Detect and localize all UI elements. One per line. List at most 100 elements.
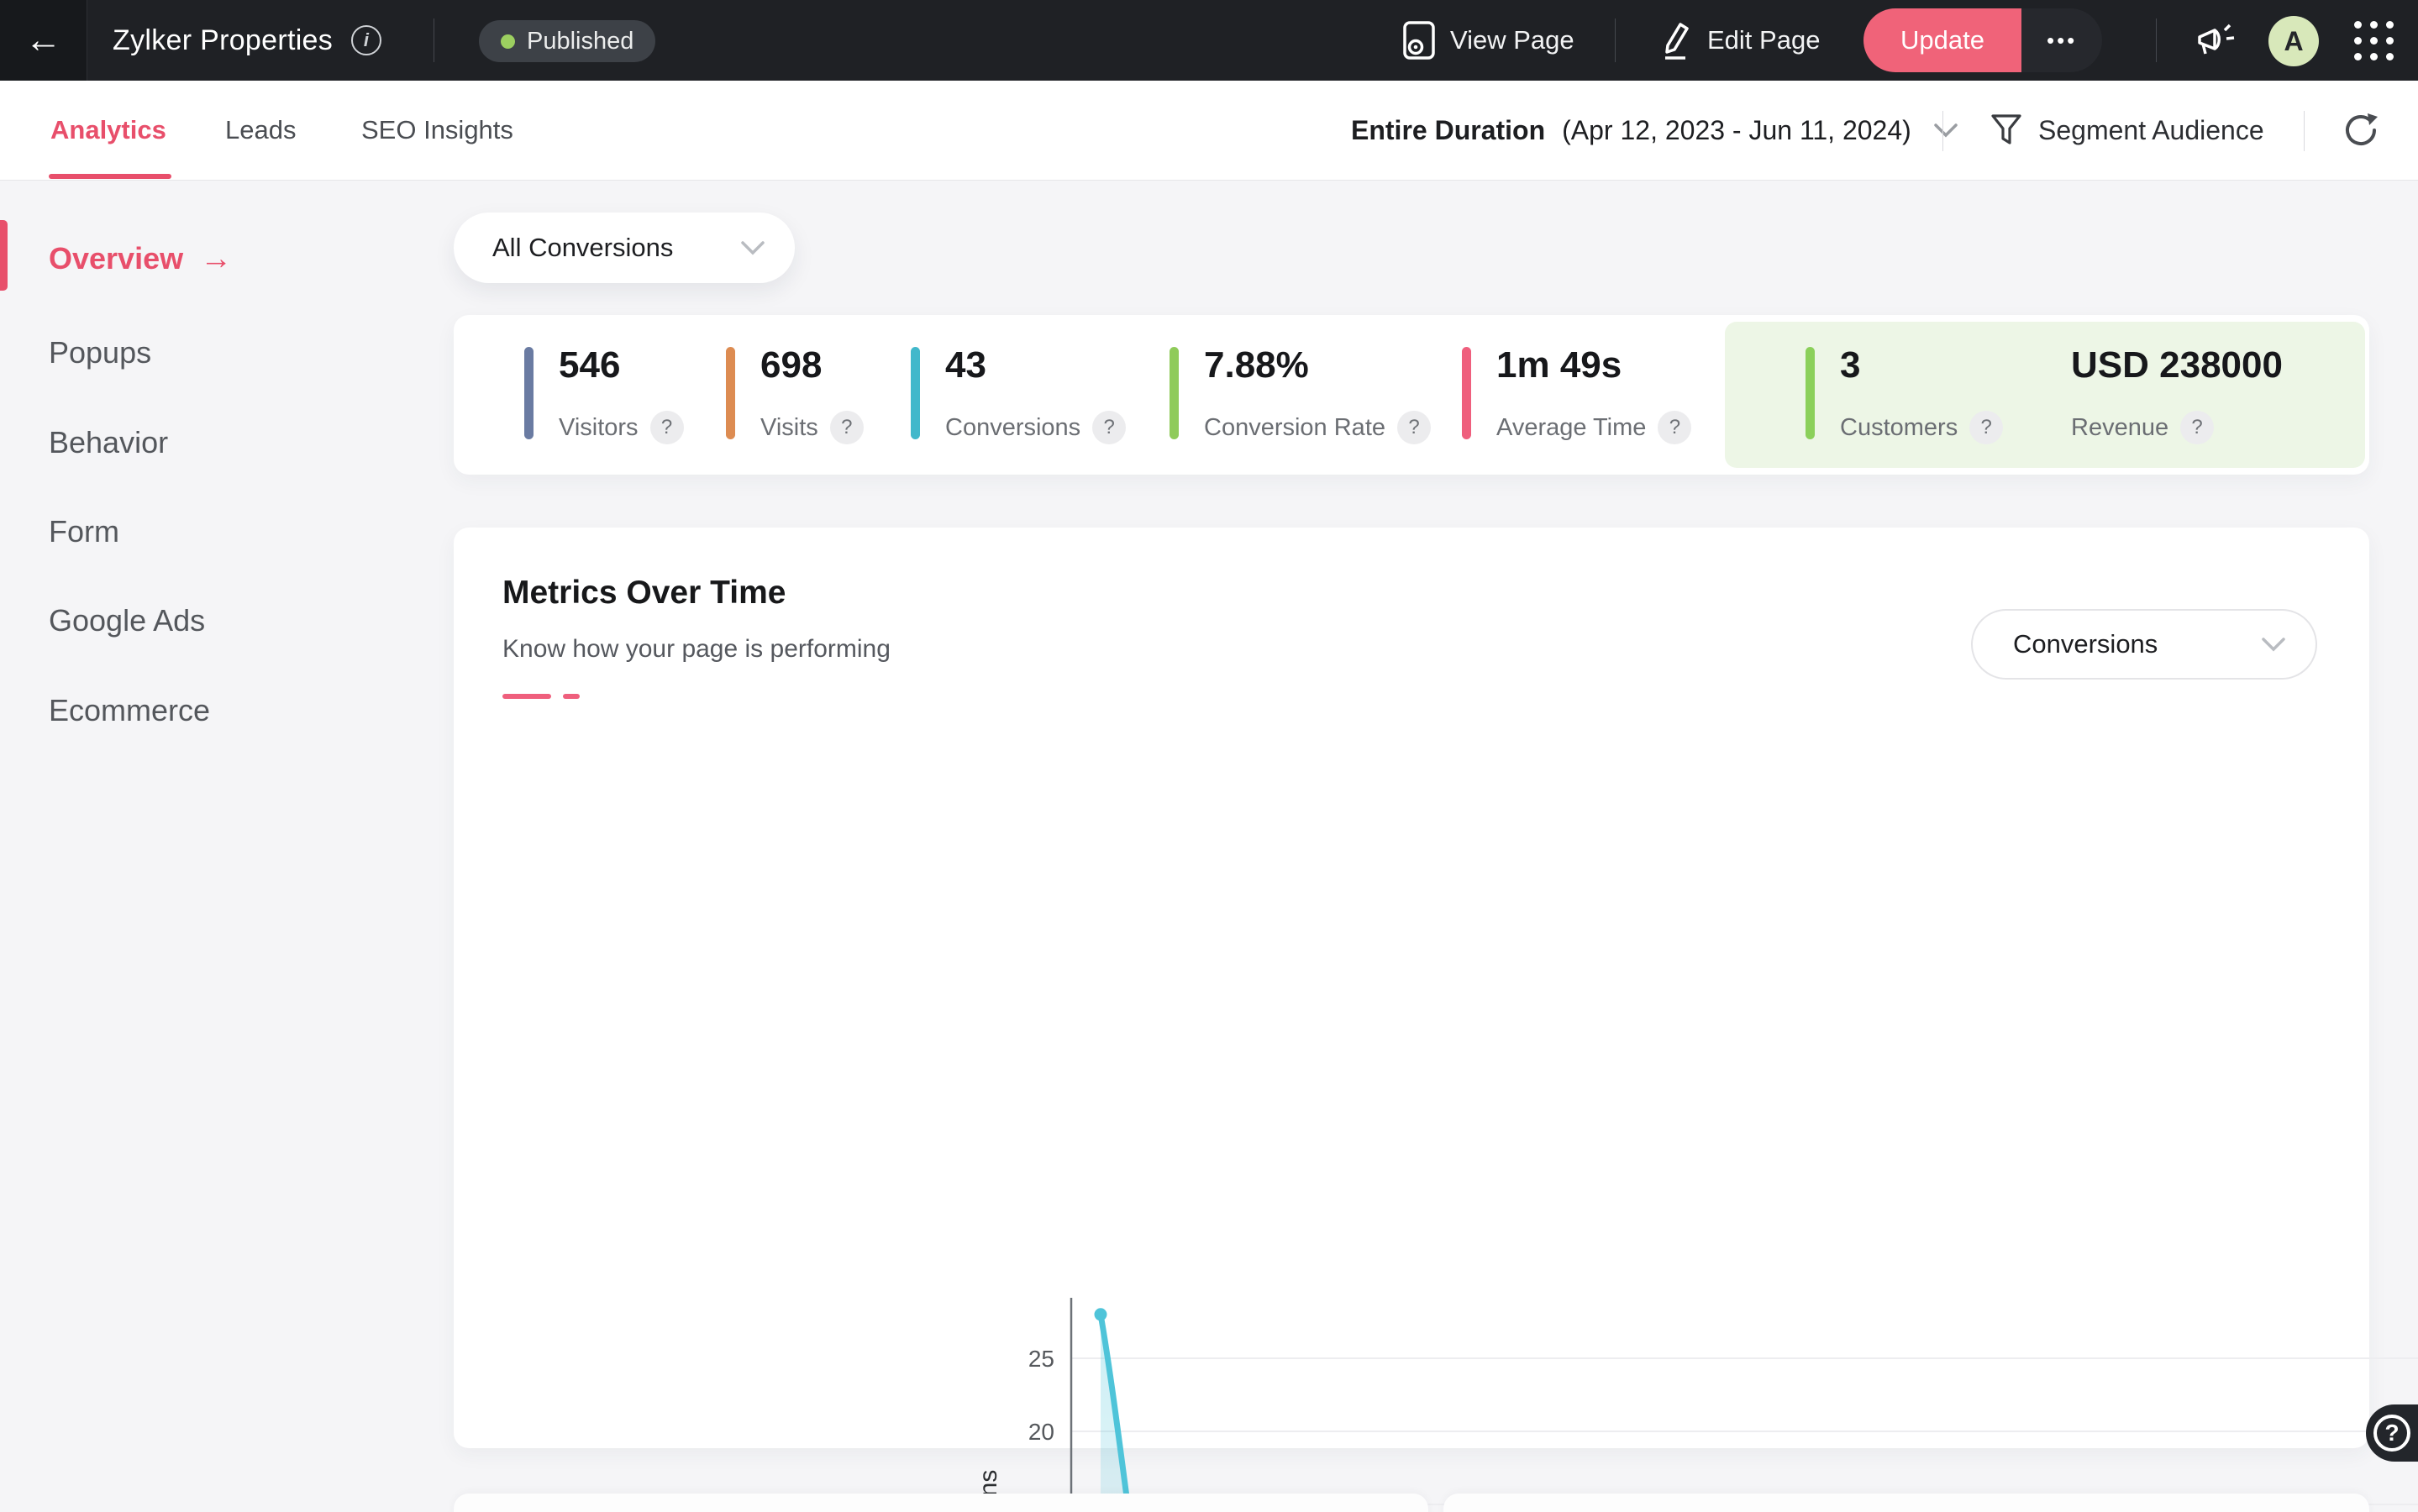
stat-color-bar bbox=[726, 347, 735, 439]
status-text: Published bbox=[527, 28, 633, 55]
page-title: Zylker Properties bbox=[113, 24, 333, 57]
topbar-divider bbox=[2156, 18, 2157, 62]
status-badge: Published bbox=[479, 20, 655, 62]
topbar-divider bbox=[1615, 18, 1616, 62]
stat-value: 546 bbox=[559, 347, 684, 384]
sidebar-item-form[interactable]: Form bbox=[49, 508, 119, 555]
segment-audience-button[interactable]: Segment Audience bbox=[1990, 81, 2264, 180]
stat-color-bar bbox=[1170, 347, 1179, 439]
help-badge[interactable]: ? bbox=[1969, 411, 2003, 444]
sidebar-item-popups[interactable]: Popups bbox=[49, 329, 151, 376]
active-tab-underline bbox=[49, 174, 171, 179]
update-button[interactable]: Update bbox=[1863, 8, 2021, 72]
stat-average-time: 1m 49s Average Time ? bbox=[1462, 347, 1691, 444]
info-icon[interactable]: i bbox=[351, 25, 381, 55]
stat-label: Conversions bbox=[945, 414, 1080, 442]
tab-analytics[interactable]: Analytics bbox=[50, 81, 166, 180]
stat-color-bar bbox=[911, 347, 920, 439]
line-chart-svg: 051015202512-Apr-23 11:0425-Apr-23 15:04… bbox=[958, 1288, 2418, 1512]
edit-page-button[interactable]: Edit Page bbox=[1657, 0, 1820, 81]
stat-value: 698 bbox=[760, 347, 864, 384]
question-mark-icon: ? bbox=[2373, 1415, 2410, 1452]
stat-visitors: 546 Visitors ? bbox=[524, 347, 684, 444]
sidebar-item-google-ads[interactable]: Google Ads bbox=[49, 597, 205, 644]
title-accent-dash bbox=[502, 694, 551, 699]
help-badge[interactable]: ? bbox=[2180, 411, 2214, 444]
view-page-button[interactable]: View Page bbox=[1401, 0, 1574, 81]
edit-pencil-icon bbox=[1657, 20, 1694, 60]
app-grid-icon[interactable] bbox=[2354, 21, 2394, 61]
chevron-down-icon bbox=[1932, 121, 1960, 139]
view-page-label: View Page bbox=[1450, 25, 1574, 55]
chevron-down-icon bbox=[739, 239, 766, 256]
sidebar-item-overview[interactable]: Overview → bbox=[49, 235, 232, 282]
avatar[interactable]: A bbox=[2268, 16, 2319, 66]
tabbar-divider bbox=[2304, 111, 2305, 151]
stat-color-bar bbox=[1806, 347, 1815, 439]
arrow-right-icon: → bbox=[200, 241, 232, 277]
title-accent-dash bbox=[563, 694, 580, 699]
help-button[interactable]: ? bbox=[2366, 1404, 2418, 1462]
metrics-title: Metrics Over Time bbox=[502, 575, 786, 612]
stat-value: 7.88% bbox=[1204, 347, 1431, 384]
help-badge[interactable]: ? bbox=[650, 411, 684, 444]
top-bar: ← Zylker Properties i Published View Pag… bbox=[0, 0, 2418, 81]
conversions-filter-dropdown[interactable]: All Conversions bbox=[454, 213, 795, 283]
more-options-button[interactable]: ••• bbox=[2021, 8, 2102, 72]
stats-summary-card: 546 Visitors ? 698 Visits ? 43 Conversio… bbox=[454, 315, 2369, 475]
stat-value: USD 238000 bbox=[2071, 347, 2283, 384]
tab-seo-insights[interactable]: SEO Insights bbox=[361, 81, 513, 180]
tab-leads[interactable]: Leads bbox=[225, 81, 296, 180]
duration-label: Entire Duration bbox=[1351, 115, 1545, 146]
help-badge[interactable]: ? bbox=[830, 411, 864, 444]
duration-selector[interactable]: Entire Duration (Apr 12, 2023 - Jun 11, … bbox=[1351, 81, 1960, 180]
stat-value: 1m 49s bbox=[1496, 347, 1691, 384]
back-arrow-icon: ← bbox=[25, 19, 62, 61]
funnel-icon bbox=[1990, 113, 2023, 148]
stat-label: Revenue bbox=[2071, 414, 2168, 442]
svg-text:20: 20 bbox=[1028, 1419, 1054, 1445]
view-page-icon bbox=[1401, 20, 1437, 60]
help-badge[interactable]: ? bbox=[1092, 411, 1126, 444]
stat-label: Visits bbox=[760, 414, 818, 442]
page-title-group: Zylker Properties i bbox=[113, 0, 381, 81]
duration-range: (Apr 12, 2023 - Jun 11, 2024) bbox=[1562, 115, 1911, 146]
sidebar-item-ecommerce[interactable]: Ecommerce bbox=[49, 687, 210, 734]
edit-page-label: Edit Page bbox=[1707, 25, 1820, 55]
conversions-time-chart[interactable]: 051015202512-Apr-23 11:0425-Apr-23 15:04… bbox=[958, 1288, 2418, 1512]
stat-visits: 698 Visits ? bbox=[726, 347, 864, 444]
help-badge[interactable]: ? bbox=[1658, 411, 1691, 444]
tabbar-divider bbox=[1942, 111, 1943, 151]
stat-label: Customers bbox=[1840, 414, 1958, 442]
avatar-letter: A bbox=[2284, 26, 2303, 57]
refresh-button[interactable] bbox=[2339, 108, 2383, 152]
announcements-button[interactable] bbox=[2195, 20, 2238, 66]
stat-color-bar bbox=[524, 347, 534, 439]
stat-label: Average Time bbox=[1496, 414, 1646, 442]
stat-label: Visitors bbox=[559, 414, 639, 442]
metric-dropdown[interactable]: Conversions bbox=[1971, 609, 2317, 680]
stat-value: 3 bbox=[1840, 347, 2003, 384]
sidebar-active-indicator bbox=[0, 220, 8, 291]
metrics-subtitle: Know how your page is performing bbox=[502, 635, 891, 664]
chevron-down-icon bbox=[2260, 636, 2287, 653]
svg-text:25: 25 bbox=[1028, 1346, 1054, 1372]
bottom-left-card bbox=[454, 1494, 1428, 1512]
status-dot-icon bbox=[501, 34, 515, 49]
stat-conversions: 43 Conversions ? bbox=[911, 347, 1126, 444]
revenue-highlight-card: 3 Customers ? USD 238000 Revenue ? bbox=[1725, 322, 2365, 468]
metrics-over-time-card: Metrics Over Time Know how your page is … bbox=[454, 528, 2369, 1448]
sidebar-item-behavior[interactable]: Behavior bbox=[49, 419, 168, 466]
update-split-button: Update ••• bbox=[1863, 8, 2102, 72]
bottom-right-card bbox=[1443, 1494, 2369, 1512]
back-button[interactable]: ← bbox=[0, 0, 87, 81]
stat-customers: 3 Customers ? bbox=[1806, 347, 2003, 444]
refresh-icon bbox=[2339, 108, 2383, 152]
stat-value: 43 bbox=[945, 347, 1126, 384]
megaphone-icon bbox=[2195, 20, 2238, 62]
help-badge[interactable]: ? bbox=[1397, 411, 1431, 444]
stat-label: Conversion Rate bbox=[1204, 414, 1385, 442]
stat-conversion-rate: 7.88% Conversion Rate ? bbox=[1170, 347, 1431, 444]
stat-revenue: USD 238000 Revenue ? bbox=[2071, 347, 2283, 444]
stat-color-bar bbox=[1462, 347, 1471, 439]
